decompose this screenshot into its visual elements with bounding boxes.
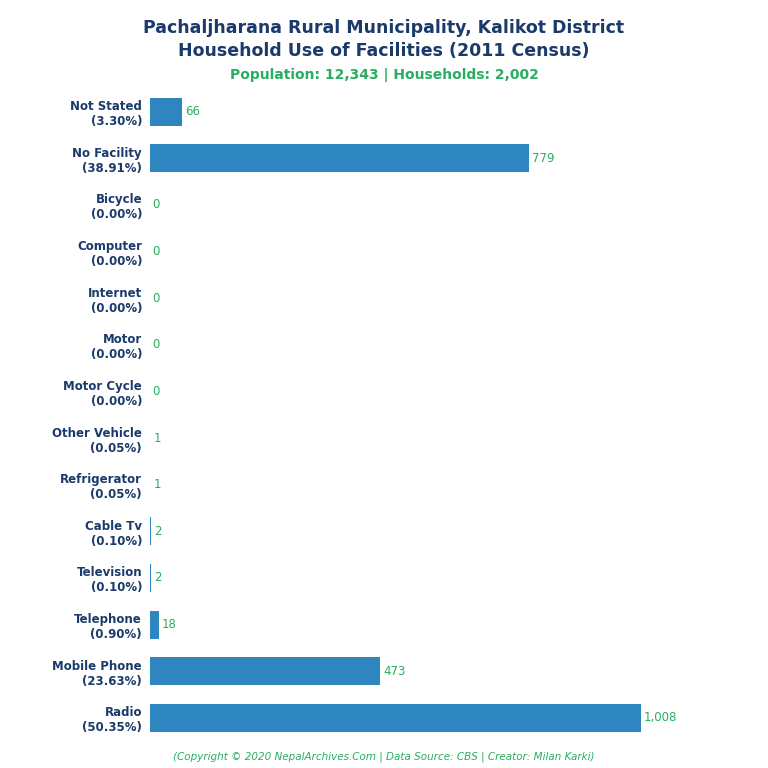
Bar bbox=[150, 657, 380, 685]
Text: 0: 0 bbox=[153, 338, 160, 351]
Text: 1: 1 bbox=[153, 478, 161, 492]
Text: 2: 2 bbox=[154, 571, 161, 584]
Bar bbox=[150, 611, 158, 638]
Text: Pachaljharana Rural Municipality, Kalikot District: Pachaljharana Rural Municipality, Kaliko… bbox=[144, 19, 624, 37]
Text: Population: 12,343 | Households: 2,002: Population: 12,343 | Households: 2,002 bbox=[230, 68, 538, 81]
Text: 0: 0 bbox=[153, 385, 160, 398]
Text: 1,008: 1,008 bbox=[644, 711, 677, 724]
Text: 779: 779 bbox=[532, 152, 554, 165]
Bar bbox=[150, 98, 182, 126]
Bar bbox=[150, 518, 151, 545]
Text: 473: 473 bbox=[383, 664, 406, 677]
Text: 66: 66 bbox=[185, 105, 200, 118]
Text: 18: 18 bbox=[161, 618, 177, 631]
Bar bbox=[150, 144, 529, 172]
Text: 2: 2 bbox=[154, 525, 161, 538]
Text: Household Use of Facilities (2011 Census): Household Use of Facilities (2011 Census… bbox=[178, 42, 590, 60]
Text: 0: 0 bbox=[153, 245, 160, 258]
Text: 0: 0 bbox=[153, 292, 160, 305]
Text: 0: 0 bbox=[153, 198, 160, 211]
Bar bbox=[150, 564, 151, 592]
Bar bbox=[150, 703, 641, 732]
Text: 1: 1 bbox=[153, 432, 161, 445]
Text: (Copyright © 2020 NepalArchives.Com | Data Source: CBS | Creator: Milan Karki): (Copyright © 2020 NepalArchives.Com | Da… bbox=[174, 751, 594, 762]
